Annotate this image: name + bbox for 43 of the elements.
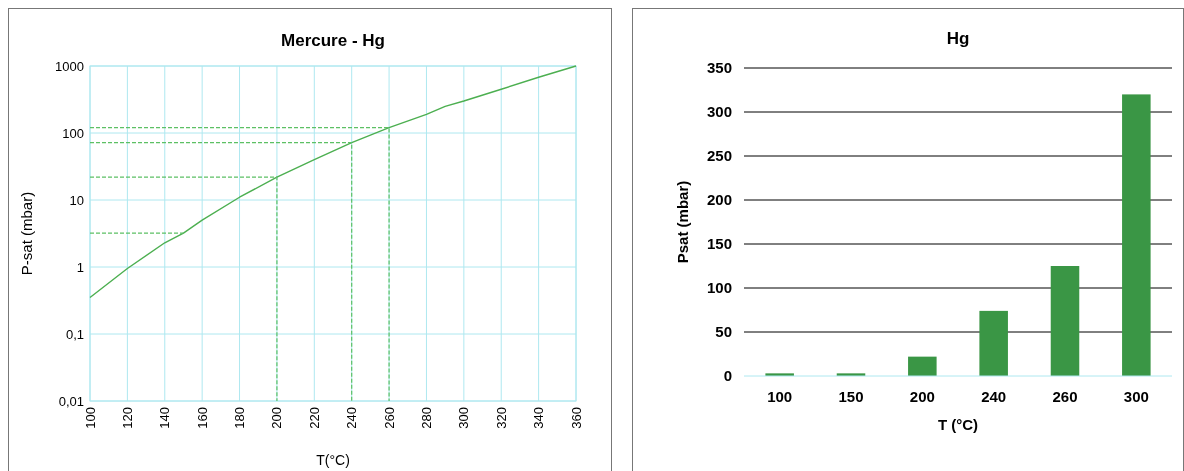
chart-title: Hg <box>946 29 970 48</box>
x-tick-label: 280 <box>419 407 435 429</box>
y-axis-title: P-sat (mbar) <box>18 191 35 276</box>
x-tick-label: 260 <box>381 407 397 429</box>
y-tick-label: 0,01 <box>58 393 84 409</box>
y-tick-label: 250 <box>706 147 732 165</box>
x-tick-label: 140 <box>157 407 173 429</box>
y-tick-label: 0,1 <box>65 326 84 342</box>
bar <box>1122 94 1151 376</box>
y-tick-label: 10 <box>69 192 84 208</box>
y-tick-label: 1000 <box>55 58 84 74</box>
x-tick-label: 240 <box>981 388 1007 405</box>
x-tick-label: 340 <box>531 407 547 429</box>
y-tick-label: 0 <box>723 367 732 385</box>
x-tick-label: 100 <box>767 388 793 405</box>
bar <box>979 310 1008 376</box>
y-axis-title: Psat (mbar) <box>674 180 691 264</box>
y-tick-label: 150 <box>706 235 732 253</box>
y-tick-label: 50 <box>715 323 732 341</box>
x-tick-label: 200 <box>909 388 935 405</box>
x-tick-label: 300 <box>1123 388 1149 405</box>
x-tick-label: 180 <box>232 407 248 429</box>
x-tick-label: 220 <box>306 407 322 429</box>
chart-title: Mercure - Hg <box>281 31 385 50</box>
x-axis-title: T(°C) <box>316 452 350 468</box>
x-tick-label: 320 <box>493 407 509 429</box>
y-tick-label: 100 <box>706 279 732 297</box>
x-tick-label: 240 <box>344 407 360 429</box>
y-tick-label: 200 <box>706 191 732 209</box>
y-tick-label: 1 <box>76 259 84 275</box>
y-tick-label: 300 <box>706 103 732 121</box>
x-tick-label: 360 <box>568 407 584 429</box>
x-tick-label: 160 <box>194 407 210 429</box>
x-axis-title: T (°C) <box>937 416 979 433</box>
x-tick-label: 300 <box>456 407 472 429</box>
x-tick-label: 150 <box>838 388 864 405</box>
y-tick-label: 350 <box>706 59 732 77</box>
x-tick-label: 120 <box>119 407 135 429</box>
bar <box>908 356 937 376</box>
x-tick-label: 200 <box>269 407 285 429</box>
x-tick-label: 260 <box>1052 388 1078 405</box>
bar <box>1050 266 1080 376</box>
y-tick-label: 100 <box>62 125 84 141</box>
